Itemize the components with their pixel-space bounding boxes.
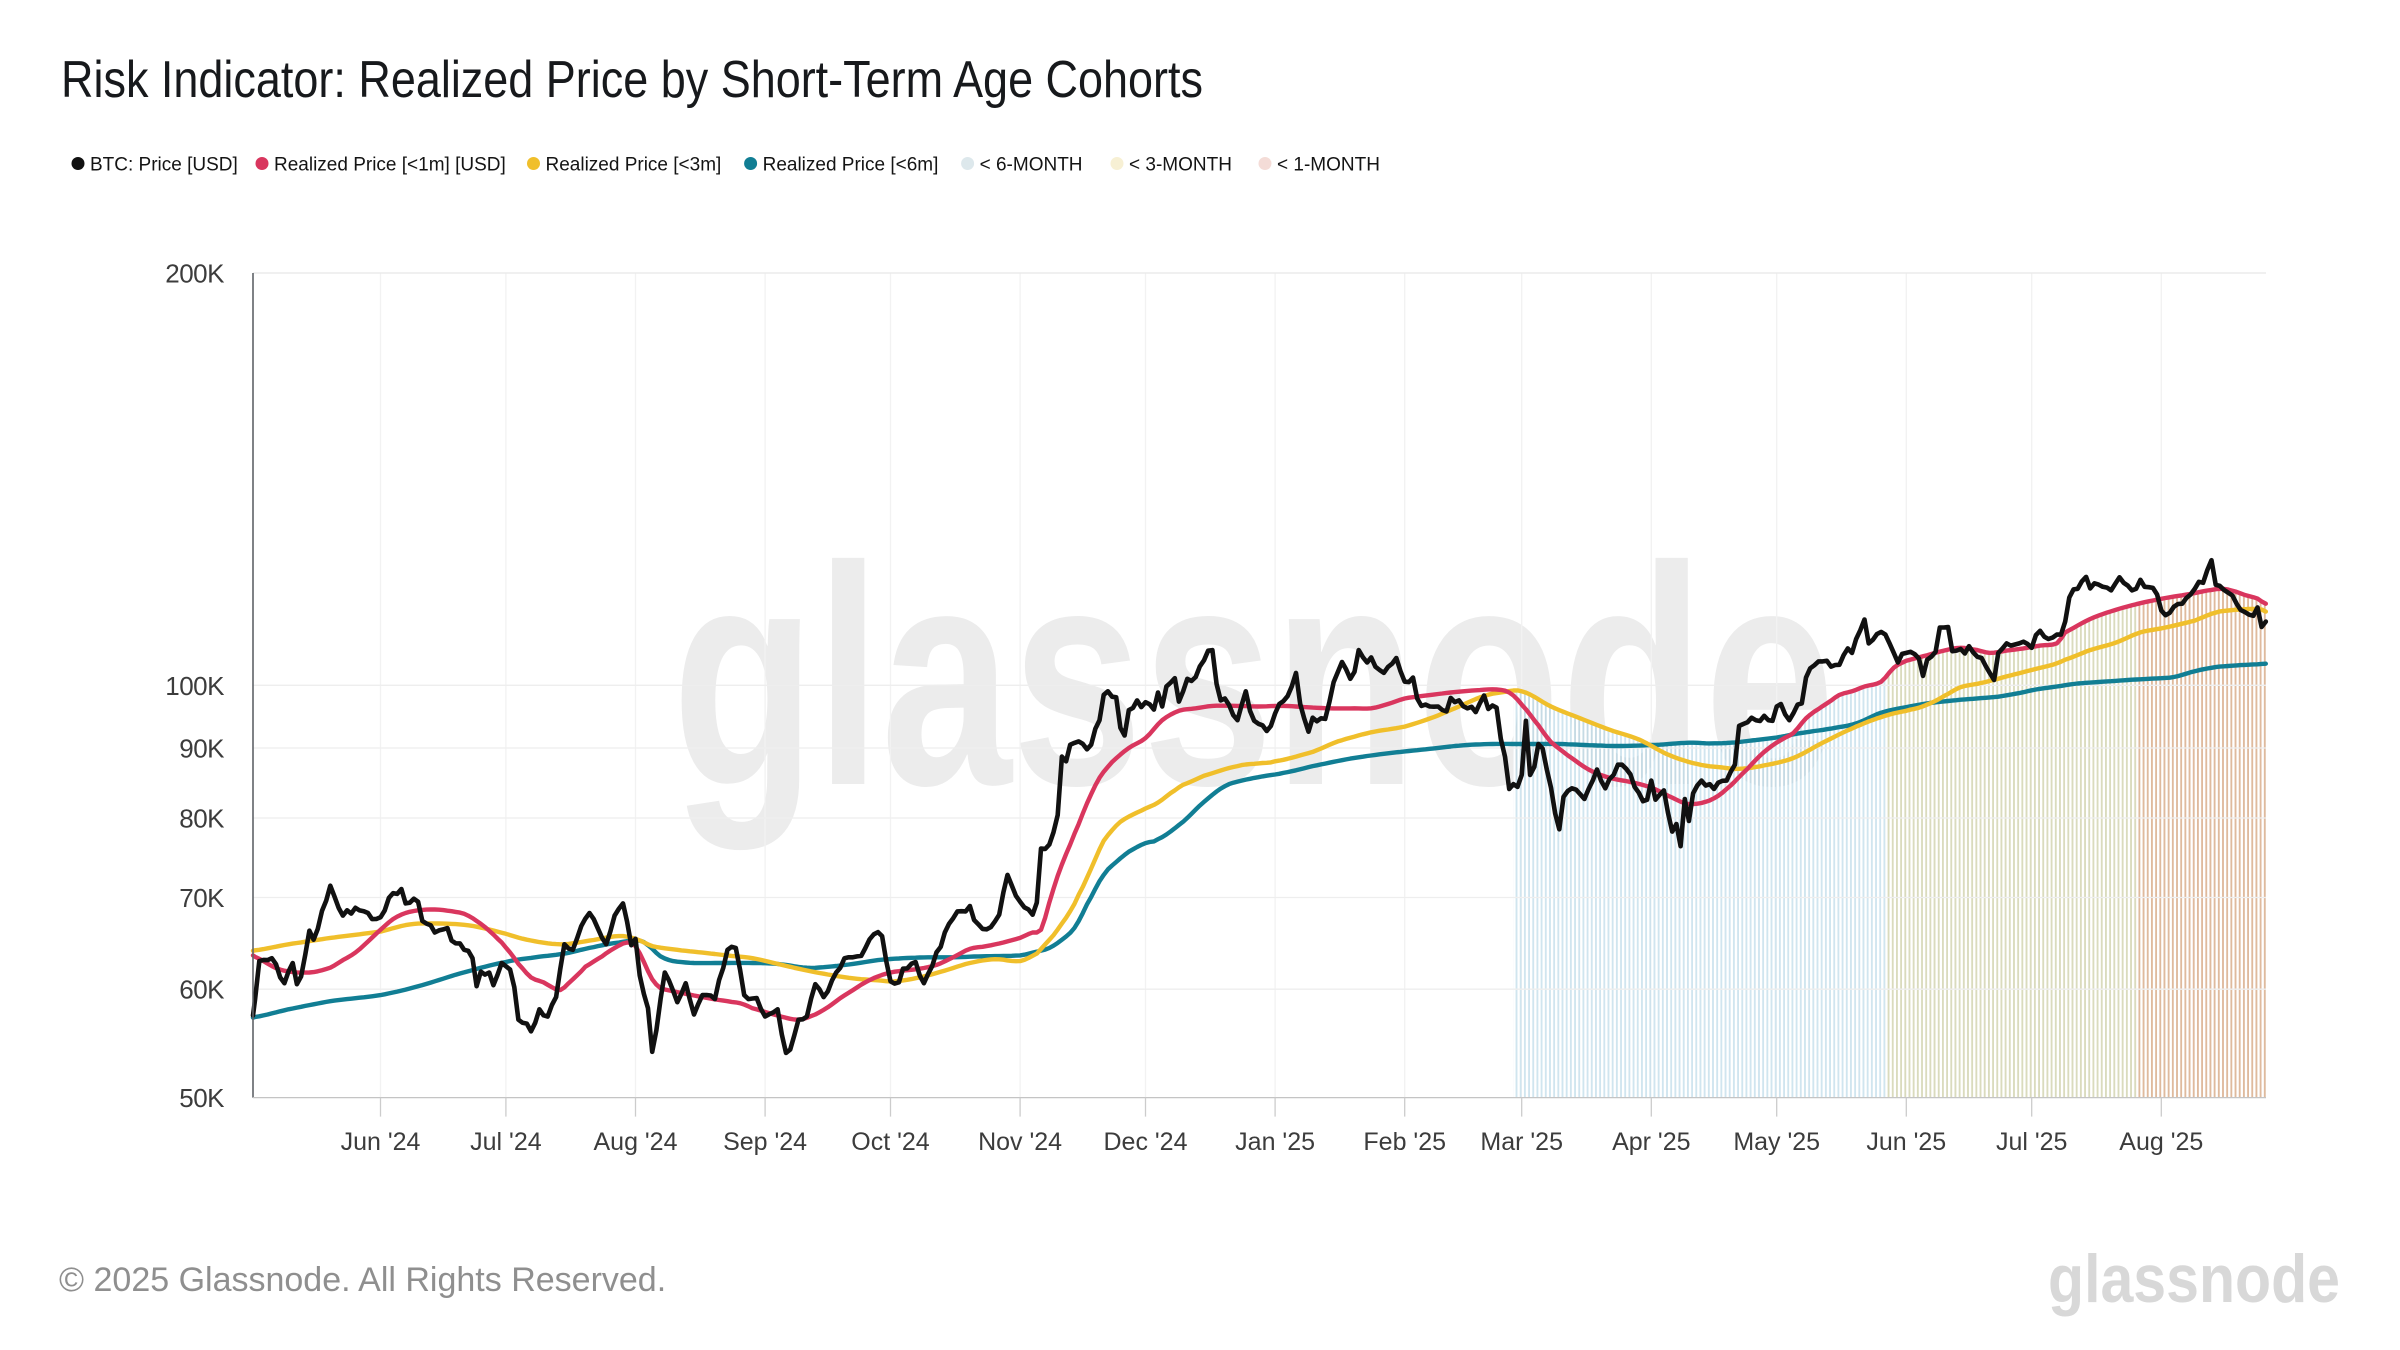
svg-text:70K: 70K bbox=[179, 883, 225, 913]
svg-text:< 1-MONTH: < 1-MONTH bbox=[1277, 155, 1380, 176]
svg-text:Realized Price [<6m]: Realized Price [<6m] bbox=[763, 155, 939, 176]
svg-text:50K: 50K bbox=[179, 1083, 225, 1113]
svg-text:Oct '24: Oct '24 bbox=[851, 1128, 930, 1156]
svg-text:Apr '25: Apr '25 bbox=[1612, 1128, 1690, 1156]
svg-text:< 6-MONTH: < 6-MONTH bbox=[980, 155, 1083, 176]
svg-text:glassnode: glassnode bbox=[2048, 1241, 2340, 1317]
svg-text:Jun '25: Jun '25 bbox=[1866, 1128, 1946, 1156]
svg-text:Aug '24: Aug '24 bbox=[593, 1128, 677, 1156]
svg-text:Realized Price [<3m]: Realized Price [<3m] bbox=[546, 155, 722, 176]
svg-text:Jul '24: Jul '24 bbox=[470, 1128, 542, 1156]
svg-text:Nov '24: Nov '24 bbox=[978, 1128, 1062, 1156]
svg-text:< 3-MONTH: < 3-MONTH bbox=[1129, 155, 1232, 176]
svg-text:Feb '25: Feb '25 bbox=[1363, 1128, 1446, 1156]
svg-text:Dec '24: Dec '24 bbox=[1104, 1128, 1188, 1156]
svg-text:Jan '25: Jan '25 bbox=[1235, 1128, 1315, 1156]
svg-text:Risk Indicator: Realized Price: Risk Indicator: Realized Price by Short-… bbox=[61, 51, 1203, 109]
svg-text:200K: 200K bbox=[165, 259, 225, 289]
svg-text:Mar '25: Mar '25 bbox=[1480, 1128, 1563, 1156]
svg-text:Aug '25: Aug '25 bbox=[2119, 1128, 2203, 1156]
svg-text:Sep '24: Sep '24 bbox=[723, 1128, 807, 1156]
svg-text:90K: 90K bbox=[179, 734, 225, 764]
svg-text:Realized Price [<1m] [USD]: Realized Price [<1m] [USD] bbox=[274, 155, 506, 176]
svg-text:May '25: May '25 bbox=[1733, 1128, 1820, 1156]
svg-text:© 2025 Glassnode. All Rights R: © 2025 Glassnode. All Rights Reserved. bbox=[59, 1261, 666, 1299]
svg-text:100K: 100K bbox=[165, 671, 225, 701]
svg-text:60K: 60K bbox=[179, 975, 225, 1005]
svg-text:Jul '25: Jul '25 bbox=[1996, 1128, 2067, 1156]
svg-text:BTC: Price [USD]: BTC: Price [USD] bbox=[90, 155, 238, 176]
svg-text:Jun '24: Jun '24 bbox=[341, 1128, 421, 1156]
svg-text:80K: 80K bbox=[179, 804, 225, 834]
